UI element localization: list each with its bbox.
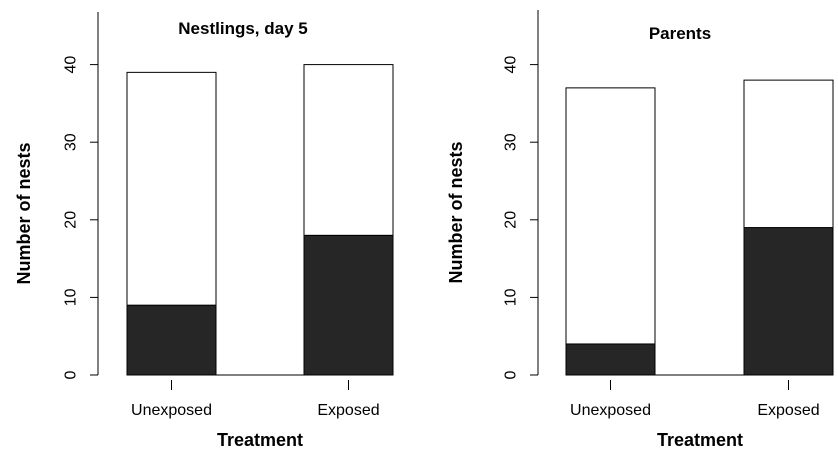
x-tick-label: Exposed [317, 402, 379, 419]
x-axis-label: Treatment [217, 430, 303, 450]
chart-title: Nestlings, day 5 [178, 19, 307, 38]
y-tick-label: 40 [63, 56, 80, 74]
bar-exposed-segment-1 [303, 64, 394, 236]
y-axis-label: Number of nests [14, 142, 34, 284]
bar-exposed-segment-0 [303, 234, 394, 376]
y-tick-label: 30 [63, 133, 80, 151]
y-tick-label: 10 [503, 288, 520, 306]
y-tick-label: 20 [63, 211, 80, 229]
y-axis-label: Number of nests [446, 141, 466, 283]
panel-parents: Parents 0 10 20 30 40 Unexposed Exposed Treatmen… [446, 10, 834, 450]
y-tick-label: 0 [503, 370, 520, 379]
y-tick-label: 10 [63, 288, 80, 306]
x-tick-label: Unexposed [570, 402, 651, 419]
bar-exposed-segment-0 [743, 227, 834, 376]
bar-unexposed-segment-1 [565, 87, 656, 345]
x-tick-label: Exposed [757, 402, 819, 419]
y-tick-label: 20 [503, 211, 520, 229]
bar-unexposed-segment-0 [126, 304, 217, 376]
y-tick-label: 40 [503, 56, 520, 74]
y-tick-label: 30 [503, 133, 520, 151]
x-axis-label: Treatment [657, 430, 743, 450]
bar-exposed-segment-1 [743, 79, 834, 229]
bar-unexposed-segment-0 [565, 343, 656, 376]
y-tick-label: 0 [63, 370, 80, 379]
chart-title: Parents [649, 24, 711, 43]
panel-nestlings: Nestlings, day 5 0 10 20 30 40 Unexposed Expose… [14, 12, 394, 450]
bar-unexposed-segment-1 [126, 71, 217, 306]
x-tick-label: Unexposed [131, 402, 212, 419]
